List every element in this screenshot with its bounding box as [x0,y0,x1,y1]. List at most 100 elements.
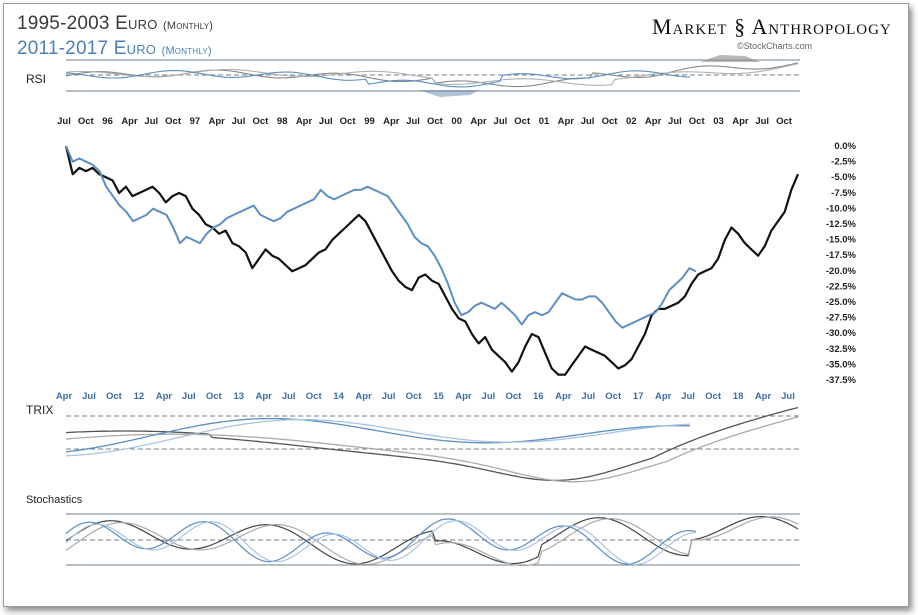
title-series1-text: 1995-2003 Euro [17,13,158,34]
trix-black-signal [65,416,799,483]
top-axis-label: Oct [340,116,357,127]
top-axis-label: 96 [102,116,113,127]
title-series-1995-2003: 1995-2003 Euro (Monthly) [17,13,213,35]
bottom-axis-label: Apr [755,391,772,402]
top-axis-label: Apr [296,116,313,127]
brand-left: Market [652,14,728,39]
top-axis-label: 98 [277,116,288,127]
bottom-axis-label: Apr [256,391,273,402]
top-axis-label: Jul [755,116,769,127]
top-axis-label: Jul [232,116,246,127]
top-axis-label: Jul [57,116,71,127]
stoch-blue-d [65,520,697,566]
dna-icon: § [734,14,747,39]
trix-blue-signal [65,419,691,457]
trix-blue-line [65,417,691,453]
bottom-date-axis: Apr Jul Oct 12 Apr Jul Oct 13 Apr Jul Oct 14 Apr Jul O… [56,391,795,402]
top-axis-label: Oct [602,116,619,127]
panel-label-2: Stochastics [26,494,83,506]
y-tick-label: -30.0% [826,328,857,339]
y-tick-label: -15.0% [826,235,857,246]
y-tick-label: -7.5% [831,188,856,199]
trix-panel [65,406,800,483]
y-tick-label: -20.0% [826,266,857,277]
bottom-axis-label: Oct [206,391,223,402]
bottom-axis-label: 15 [433,391,444,402]
bottom-axis-label: 18 [733,391,744,402]
chart-frame: 1995-2003 Euro (Monthly) 2011-2017 Euro … [3,3,909,607]
trix-black-line [65,406,799,482]
rsi-panel [65,55,800,97]
top-axis-label: 00 [451,116,462,127]
top-axis-label: Oct [427,116,444,127]
y-tick-label: 0.0% [834,141,856,152]
top-axis-label: Apr [732,116,749,127]
stoch-black-k [65,515,799,565]
bottom-axis-label: Apr [156,391,173,402]
top-axis-label: Apr [383,116,400,127]
rsi-line-signal [65,63,799,86]
top-axis-label: Jul [668,116,682,127]
bottom-axis-label: Jul [681,391,695,402]
stochastics-panel [65,513,800,567]
bottom-axis-label: Oct [705,391,722,402]
y-tick-label: -27.5% [826,313,857,324]
title-series2-text: 2011-2017 Euro [17,38,157,59]
top-axis-label: 01 [539,116,550,127]
top-axis-label: 02 [626,116,637,127]
top-axis-label: Oct [689,116,706,127]
title-series-2011-2017: 2011-2017 Euro (Monthly) [17,38,212,60]
bottom-axis-label: Apr [455,391,472,402]
y-tick-label: -10.0% [826,203,857,214]
bottom-axis-label: Jul [581,391,595,402]
top-axis-label: Jul [144,116,158,127]
bottom-axis-label: Apr [555,391,572,402]
stoch-blue-k [65,518,697,565]
y-tick-label: -22.5% [826,281,857,292]
bottom-axis-label: Jul [282,391,296,402]
top-axis-label: Jul [319,116,333,127]
top-axis-label: Jul [406,116,420,127]
top-axis-label: Apr [645,116,662,127]
top-axis-label: Oct [252,116,269,127]
panel-label-1: TRIX [26,403,53,417]
y-tick-label: -37.5% [826,375,857,386]
bottom-axis-label: Oct [106,391,123,402]
bottom-axis-label: 12 [134,391,145,402]
stoch-black-d [65,516,799,567]
top-axis-label: Apr [558,116,575,127]
series-line-1 [65,145,697,329]
rsi-line-2011-2017 [65,69,691,88]
top-axis-label: Oct [514,116,531,127]
y-tick-label: -35.0% [826,359,857,370]
bottom-axis-label: Oct [306,391,323,402]
top-axis-label: Jul [494,116,508,127]
brand-source: ©StockCharts.com [737,41,813,51]
rsi-oversold-fill [418,90,480,97]
right-y-axis: 0.0% -2.5% -5.0% -7.5% -10.0% -12.5% -15.0% -17… [826,141,857,386]
series-line-0 [64,145,800,376]
top-axis-label: Apr [121,116,138,127]
panel-label-0: RSI [26,72,46,86]
bottom-axis-label: Apr [355,391,372,402]
title-series2-note: (Monthly) [161,45,212,57]
bottom-axis-label: Oct [406,391,423,402]
title-series1-note: (Monthly) [163,20,214,32]
bottom-axis-label: Oct [605,391,622,402]
bottom-axis-label: 17 [633,391,644,402]
bottom-axis-label: Jul [781,391,795,402]
top-axis-label: Oct [165,116,182,127]
y-tick-label: -2.5% [831,157,856,168]
bottom-axis-label: Jul [482,391,496,402]
bottom-axis-label: Jul [382,391,396,402]
top-axis-label: 99 [364,116,375,127]
y-tick-label: -5.0% [831,172,856,183]
top-axis-label: Apr [470,116,487,127]
top-axis-label: Jul [581,116,595,127]
y-tick-label: -12.5% [826,219,857,230]
top-axis-label: Apr [209,116,226,127]
top-axis-label: 97 [190,116,201,127]
y-tick-label: -25.0% [826,297,857,308]
main-price-panel [64,145,800,376]
